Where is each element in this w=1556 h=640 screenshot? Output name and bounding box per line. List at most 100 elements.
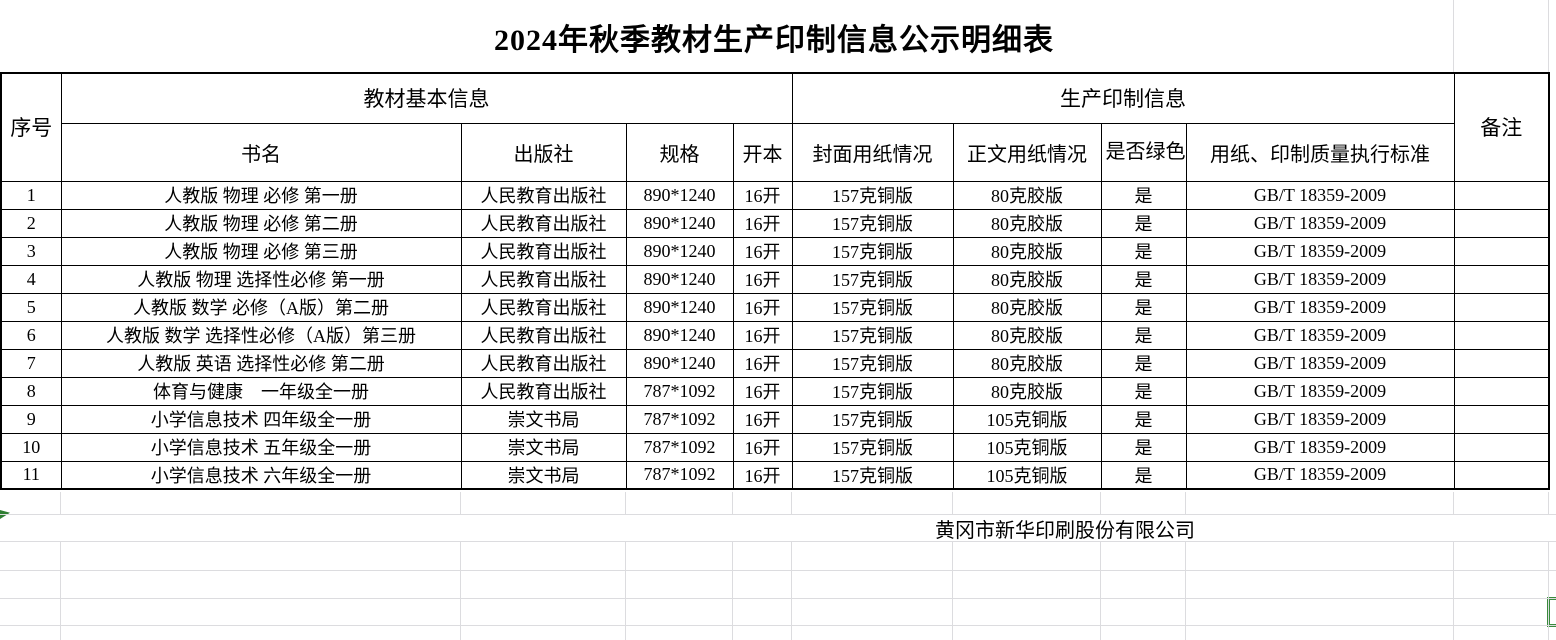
- format-cell[interactable]: 16开: [732, 236, 793, 266]
- serial-cell[interactable]: 11: [0, 460, 62, 490]
- body-paper-cell[interactable]: 80克胶版: [952, 264, 1102, 294]
- body-paper-cell[interactable]: 105克铜版: [952, 460, 1102, 490]
- format-cell[interactable]: 16开: [732, 180, 793, 210]
- green-print-cell[interactable]: 是: [1100, 348, 1187, 378]
- standard-cell[interactable]: GB/T 18359-2009: [1185, 180, 1455, 210]
- header-book-name[interactable]: 书名: [60, 122, 462, 182]
- green-print-cell[interactable]: 是: [1100, 460, 1187, 490]
- spec-cell[interactable]: 890*1240: [625, 348, 734, 378]
- book-name-cell[interactable]: 小学信息技术 六年级全一册: [60, 460, 462, 490]
- body-paper-cell[interactable]: 80克胶版: [952, 292, 1102, 322]
- book-name-cell[interactable]: 人教版 物理 必修 第二册: [60, 208, 462, 238]
- format-cell[interactable]: 16开: [732, 320, 793, 350]
- green-print-cell[interactable]: 是: [1100, 236, 1187, 266]
- header-serial[interactable]: 序号: [0, 72, 62, 182]
- format-cell[interactable]: 16开: [732, 208, 793, 238]
- spec-cell[interactable]: 787*1092: [625, 460, 734, 490]
- remark-cell[interactable]: [1453, 292, 1550, 322]
- remark-cell[interactable]: [1453, 460, 1550, 490]
- body-paper-cell[interactable]: 105克铜版: [952, 432, 1102, 462]
- cover-paper-cell[interactable]: 157克铜版: [791, 264, 954, 294]
- publisher-cell[interactable]: 人民教育出版社: [460, 320, 627, 350]
- spec-cell[interactable]: 787*1092: [625, 376, 734, 406]
- format-cell[interactable]: 16开: [732, 292, 793, 322]
- spec-cell[interactable]: 787*1092: [625, 404, 734, 434]
- body-paper-cell[interactable]: 80克胶版: [952, 236, 1102, 266]
- publisher-cell[interactable]: 人民教育出版社: [460, 264, 627, 294]
- header-basic-info[interactable]: 教材基本信息: [60, 72, 793, 124]
- format-cell[interactable]: 16开: [732, 376, 793, 406]
- header-spec[interactable]: 规格: [625, 122, 734, 182]
- standard-cell[interactable]: GB/T 18359-2009: [1185, 404, 1455, 434]
- serial-cell[interactable]: 2: [0, 208, 62, 238]
- cover-paper-cell[interactable]: 157克铜版: [791, 432, 954, 462]
- spec-cell[interactable]: 890*1240: [625, 264, 734, 294]
- cover-paper-cell[interactable]: 157克铜版: [791, 208, 954, 238]
- green-print-cell[interactable]: 是: [1100, 376, 1187, 406]
- remark-cell[interactable]: [1453, 180, 1550, 210]
- standard-cell[interactable]: GB/T 18359-2009: [1185, 320, 1455, 350]
- standard-cell[interactable]: GB/T 18359-2009: [1185, 292, 1455, 322]
- publisher-cell[interactable]: 人民教育出版社: [460, 348, 627, 378]
- remark-cell[interactable]: [1453, 208, 1550, 238]
- format-cell[interactable]: 16开: [732, 460, 793, 490]
- remark-cell[interactable]: [1453, 404, 1550, 434]
- standard-cell[interactable]: GB/T 18359-2009: [1185, 208, 1455, 238]
- remark-cell[interactable]: [1453, 376, 1550, 406]
- spec-cell[interactable]: 890*1240: [625, 320, 734, 350]
- green-print-cell[interactable]: 是: [1100, 320, 1187, 350]
- book-name-cell[interactable]: 人教版 数学 必修（A版）第二册: [60, 292, 462, 322]
- publisher-cell[interactable]: 人民教育出版社: [460, 292, 627, 322]
- serial-cell[interactable]: 1: [0, 180, 62, 210]
- standard-cell[interactable]: GB/T 18359-2009: [1185, 432, 1455, 462]
- serial-cell[interactable]: 6: [0, 320, 62, 350]
- spec-cell[interactable]: 787*1092: [625, 432, 734, 462]
- body-paper-cell[interactable]: 80克胶版: [952, 320, 1102, 350]
- green-print-cell[interactable]: 是: [1100, 180, 1187, 210]
- cover-paper-cell[interactable]: 157克铜版: [791, 348, 954, 378]
- body-paper-cell[interactable]: 80克胶版: [952, 180, 1102, 210]
- green-print-cell[interactable]: 是: [1100, 432, 1187, 462]
- header-body-paper[interactable]: 正文用纸情况: [952, 122, 1102, 182]
- book-name-cell[interactable]: 体育与健康 一年级全一册: [60, 376, 462, 406]
- green-print-cell[interactable]: 是: [1100, 292, 1187, 322]
- green-print-cell[interactable]: 是: [1100, 404, 1187, 434]
- cover-paper-cell[interactable]: 157克铜版: [791, 236, 954, 266]
- standard-cell[interactable]: GB/T 18359-2009: [1185, 236, 1455, 266]
- serial-cell[interactable]: 10: [0, 432, 62, 462]
- body-paper-cell[interactable]: 105克铜版: [952, 404, 1102, 434]
- format-cell[interactable]: 16开: [732, 432, 793, 462]
- serial-cell[interactable]: 4: [0, 264, 62, 294]
- header-remark[interactable]: 备注: [1453, 72, 1550, 182]
- cover-paper-cell[interactable]: 157克铜版: [791, 376, 954, 406]
- remark-cell[interactable]: [1453, 432, 1550, 462]
- spec-cell[interactable]: 890*1240: [625, 236, 734, 266]
- footer-company-name[interactable]: 黄冈市新华印刷股份有限公司: [935, 520, 1195, 542]
- spec-cell[interactable]: 890*1240: [625, 208, 734, 238]
- body-paper-cell[interactable]: 80克胶版: [952, 348, 1102, 378]
- header-production-info[interactable]: 生产印制信息: [791, 72, 1455, 124]
- spec-cell[interactable]: 890*1240: [625, 292, 734, 322]
- publisher-cell[interactable]: 人民教育出版社: [460, 180, 627, 210]
- serial-cell[interactable]: 3: [0, 236, 62, 266]
- book-name-cell[interactable]: 人教版 物理 选择性必修 第一册: [60, 264, 462, 294]
- format-cell[interactable]: 16开: [732, 264, 793, 294]
- header-format[interactable]: 开本: [732, 122, 793, 182]
- remark-cell[interactable]: [1453, 320, 1550, 350]
- book-name-cell[interactable]: 人教版 数学 选择性必修（A版）第三册: [60, 320, 462, 350]
- body-paper-cell[interactable]: 80克胶版: [952, 376, 1102, 406]
- remark-cell[interactable]: [1453, 348, 1550, 378]
- serial-cell[interactable]: 9: [0, 404, 62, 434]
- header-cover-paper[interactable]: 封面用纸情况: [791, 122, 954, 182]
- green-print-cell[interactable]: 是: [1100, 264, 1187, 294]
- body-paper-cell[interactable]: 80克胶版: [952, 208, 1102, 238]
- standard-cell[interactable]: GB/T 18359-2009: [1185, 460, 1455, 490]
- header-green-print[interactable]: 是否绿色印刷: [1100, 122, 1187, 182]
- serial-cell[interactable]: 8: [0, 376, 62, 406]
- cover-paper-cell[interactable]: 157克铜版: [791, 180, 954, 210]
- standard-cell[interactable]: GB/T 18359-2009: [1185, 348, 1455, 378]
- cover-paper-cell[interactable]: 157克铜版: [791, 320, 954, 350]
- serial-cell[interactable]: 7: [0, 348, 62, 378]
- book-name-cell[interactable]: 人教版 物理 必修 第三册: [60, 236, 462, 266]
- format-cell[interactable]: 16开: [732, 404, 793, 434]
